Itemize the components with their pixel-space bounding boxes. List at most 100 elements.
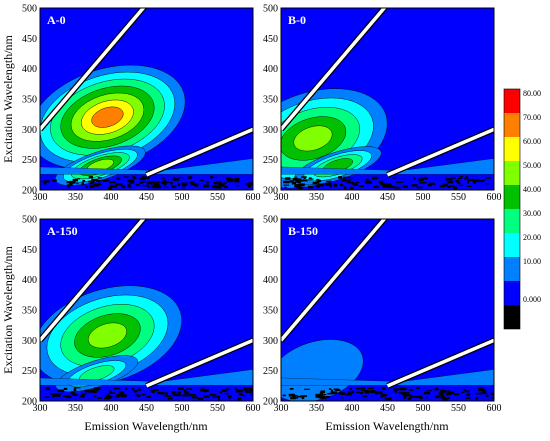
noise-speck xyxy=(129,182,132,184)
noise-speck xyxy=(452,176,456,179)
noise-speck xyxy=(444,390,451,393)
noise-speck xyxy=(247,182,253,185)
noise-speck xyxy=(301,179,308,182)
x-tick-label: 600 xyxy=(487,403,502,414)
noise-speck xyxy=(296,180,301,183)
noise-speck xyxy=(43,181,47,185)
x-tick-label: 400 xyxy=(104,192,119,203)
noise-speck xyxy=(410,395,415,398)
noise-speck xyxy=(108,390,112,393)
noise-speck xyxy=(109,181,116,184)
noise-speck xyxy=(120,394,127,398)
colorbar-frame xyxy=(503,88,521,330)
noise-speck xyxy=(77,178,81,180)
noise-speck xyxy=(404,394,412,397)
y-tick-label: 300 xyxy=(22,125,37,136)
y-tick-label: 450 xyxy=(22,245,37,256)
x-tick-label: 350 xyxy=(68,192,83,203)
noise-speck xyxy=(213,176,217,178)
noise-speck xyxy=(465,397,471,400)
plot-frame xyxy=(280,218,495,402)
contour-band xyxy=(91,106,124,128)
noise-speck xyxy=(474,397,479,400)
noise-speck xyxy=(419,396,423,400)
noise-speck xyxy=(139,177,146,181)
x-tick-label: 300 xyxy=(274,403,289,414)
x-tick-label: 300 xyxy=(274,192,289,203)
noise-speck xyxy=(46,387,50,390)
noise-speck xyxy=(384,397,392,401)
noise-speck xyxy=(466,185,472,188)
noise-speck xyxy=(445,178,453,181)
noise-speck xyxy=(466,180,469,184)
noise-speck xyxy=(155,185,160,187)
plot-frame xyxy=(39,218,254,402)
noise-speck xyxy=(453,186,458,190)
rayleigh-lines xyxy=(281,8,494,178)
noise-speck xyxy=(325,395,331,398)
colorbar-tick-labels: 80.00 70.00 60.00 50.00 40.00 30.00 20.0… xyxy=(523,89,541,304)
noise-speck xyxy=(372,176,377,180)
noise-speck xyxy=(127,184,131,188)
noise-speck xyxy=(362,395,368,398)
noise-speck xyxy=(447,186,450,189)
noise-speck xyxy=(351,182,358,185)
noise-speck xyxy=(216,395,220,398)
noise-speck xyxy=(453,393,460,396)
x-tick-labels: 300 350 400 450 500 550 600 xyxy=(33,192,261,203)
colorbar-tick-label: 80.00 xyxy=(523,89,541,98)
noise-speck xyxy=(444,178,449,181)
scatter-line xyxy=(386,127,494,177)
noise-speck xyxy=(171,391,177,394)
y-tick-label: 350 xyxy=(263,306,278,317)
noise-speck xyxy=(93,391,97,393)
noise-speck xyxy=(413,177,416,180)
noise-speck xyxy=(464,177,468,180)
plot-frame xyxy=(39,7,254,191)
noise-speck xyxy=(324,182,332,186)
x-tick-label: 350 xyxy=(309,403,324,414)
noise-speck xyxy=(215,180,221,184)
noise-speck xyxy=(153,183,160,186)
noise-speck xyxy=(480,392,487,395)
noise-speck xyxy=(421,182,427,184)
noise-speck xyxy=(465,390,470,393)
noise-speck xyxy=(190,183,198,186)
noise-speck xyxy=(374,177,379,179)
x-tick-label: 600 xyxy=(487,192,502,203)
noise-speck xyxy=(146,395,151,398)
scatter-band xyxy=(40,158,253,175)
noise-speck xyxy=(447,180,454,184)
noise-speck xyxy=(387,185,392,189)
panel-a-150: A-150 300 350 400 450 500 550 600 200 25… xyxy=(1,215,261,434)
noise-speck xyxy=(420,177,427,179)
noise-speck xyxy=(350,186,354,189)
noise-speck xyxy=(294,183,300,187)
scatter-line xyxy=(386,338,494,388)
colorbar: 80.00 70.00 60.00 50.00 40.00 30.00 20.0… xyxy=(503,88,541,330)
noise-speck xyxy=(284,186,288,188)
noise-speck xyxy=(91,178,98,182)
noise-speck xyxy=(289,180,294,183)
noise-speck xyxy=(307,185,314,189)
y-tick-label: 450 xyxy=(263,34,278,45)
noise-speck xyxy=(235,177,240,181)
noise-speck xyxy=(301,396,305,400)
noise-speck xyxy=(173,178,179,181)
x-axis-label: Emission Wavelength/nm xyxy=(84,419,208,433)
noise-speck xyxy=(373,185,379,188)
panel-a-0: A-0 300 350 400 450 500 550 600 200 250 … xyxy=(1,4,261,204)
y-tick-label: 400 xyxy=(263,64,278,75)
noise-speck xyxy=(360,389,368,392)
noise-speck xyxy=(292,177,298,181)
noise-speck xyxy=(104,179,109,182)
noise-speck xyxy=(184,391,189,394)
noise-speck xyxy=(318,395,326,399)
noise-speck xyxy=(491,396,494,399)
colorbar-swatch xyxy=(504,185,520,209)
noise-speck xyxy=(189,181,195,184)
colorbar-swatch xyxy=(504,233,520,257)
noise-speck xyxy=(347,391,355,393)
noise-speck xyxy=(73,388,77,392)
x-tick-label: 400 xyxy=(345,403,360,414)
